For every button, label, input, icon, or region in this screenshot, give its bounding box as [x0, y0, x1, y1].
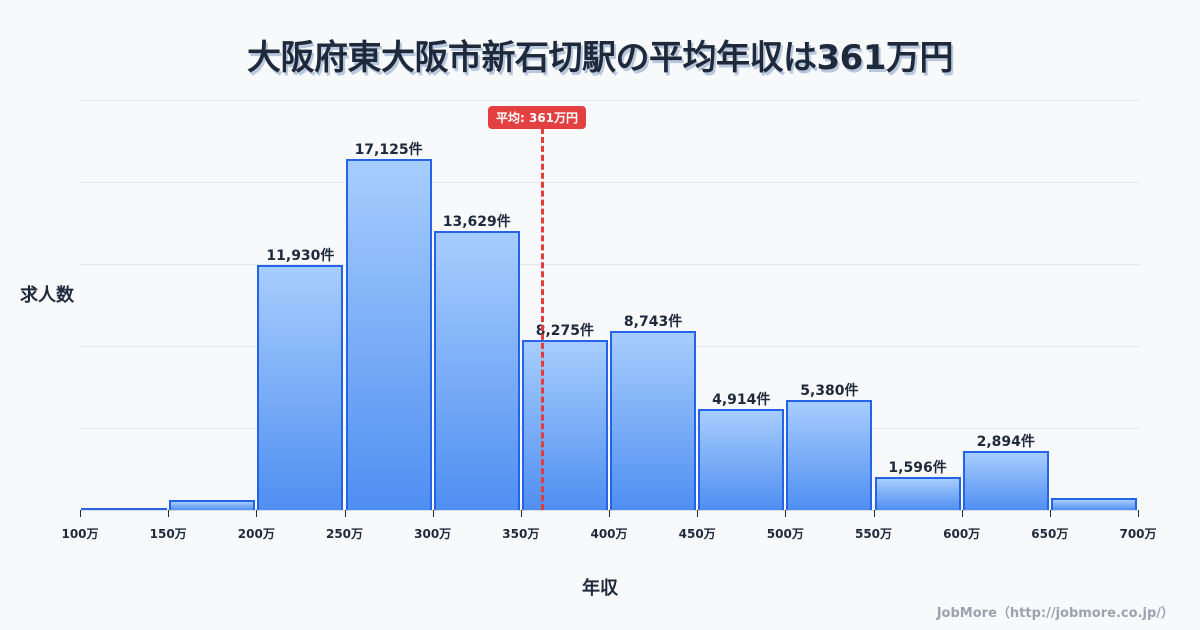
x-tick	[1138, 510, 1139, 517]
x-tick-label: 600万	[943, 527, 981, 541]
gridline	[80, 182, 1140, 183]
histogram-bar	[433, 230, 520, 510]
histogram-bar	[257, 265, 344, 510]
bar-value-label: 8,275件	[535, 323, 595, 340]
bar-value-label: 11,930件	[266, 248, 335, 265]
x-tick	[785, 510, 787, 517]
x-tick-label: 200万	[237, 527, 275, 541]
source-credit: JobMore（http://jobmore.co.jp/）	[936, 606, 1174, 621]
x-tick-label: 100万	[61, 527, 99, 541]
x-tick	[80, 510, 81, 517]
x-tick	[1049, 510, 1051, 517]
histogram-bar	[81, 508, 168, 510]
x-tick-label: 300万	[414, 527, 452, 541]
histogram-bar	[786, 399, 873, 510]
x-tick	[344, 510, 346, 517]
average-badge: 平均: 361万円	[488, 106, 587, 129]
bar-value-label: 1,596件	[888, 460, 947, 477]
histogram-bar	[521, 340, 608, 510]
gridline	[80, 264, 1140, 265]
x-tick-label: 700万	[1119, 527, 1157, 541]
x-tick-label: 250万	[325, 527, 364, 541]
x-axis-label: 年収	[582, 578, 618, 599]
x-tick	[961, 510, 963, 517]
x-tick	[520, 510, 522, 517]
histogram-bar	[610, 330, 697, 510]
bar-value-label: 5,380件	[800, 382, 859, 399]
x-tick-label: 400万	[590, 527, 628, 541]
chart-title: 大阪府東大阪市新石切駅の平均年収は361万円	[247, 38, 953, 78]
histogram-bar	[962, 450, 1049, 510]
x-tick	[873, 510, 875, 517]
x-tick	[168, 510, 170, 517]
x-tick	[697, 510, 699, 517]
x-tick-label: 650万	[1031, 527, 1069, 541]
plot-area: 11,930件 17,125件 13,629件 8,275件 8,743件 4,914件 5…	[80, 100, 1140, 511]
bar-value-label: 13,629件	[442, 213, 511, 230]
histogram-bar	[169, 499, 256, 510]
x-tick-label: 150万	[149, 527, 187, 541]
x-tick	[256, 510, 258, 517]
bar-value-label: 2,894件	[976, 433, 1035, 450]
histogram-bar	[345, 158, 432, 510]
histogram-bar	[874, 477, 961, 510]
gridline	[80, 100, 1140, 101]
baseline	[80, 510, 1140, 511]
y-axis-label: 求人数	[20, 285, 74, 306]
x-tick	[609, 510, 610, 517]
histogram-bar	[698, 409, 785, 510]
histogram-bar	[1050, 497, 1137, 510]
average-line	[541, 128, 544, 510]
x-tick-label: 500万	[766, 527, 804, 541]
bar-value-label: 17,125件	[354, 141, 423, 158]
x-tick-label: 550万	[854, 527, 893, 541]
x-tick-label: 450万	[678, 527, 716, 541]
bar-value-label: 8,743件	[623, 313, 683, 330]
x-tick-label: 350万	[502, 527, 540, 541]
bar-value-label: 4,914件	[712, 392, 771, 409]
x-tick	[432, 510, 434, 517]
